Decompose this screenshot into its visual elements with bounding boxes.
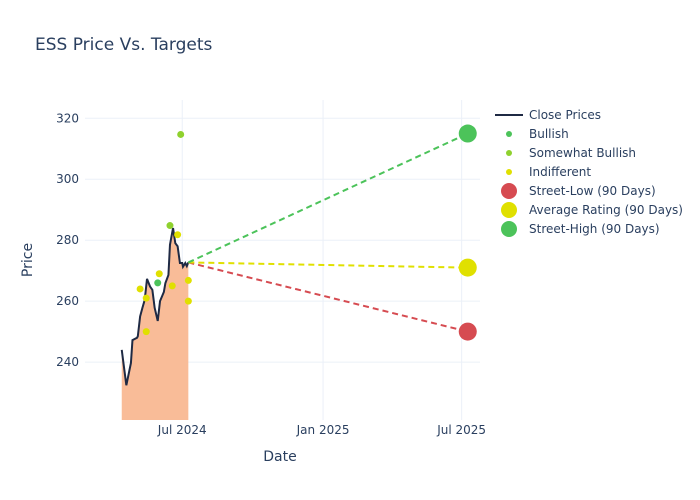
chart-title: ESS Price Vs. Targets <box>35 35 212 55</box>
rating-point <box>136 285 144 293</box>
rating-point <box>177 130 185 138</box>
legend-label: Street-High (90 Days) <box>529 222 660 236</box>
target-marker <box>458 124 477 143</box>
legend-label: Bullish <box>529 127 569 141</box>
y-tick-label: 240 <box>56 355 79 369</box>
x-tick-label: Jul 2025 <box>436 423 486 437</box>
y-tick-label: 260 <box>56 294 79 308</box>
legend-label: Average Rating (90 Days) <box>529 203 683 217</box>
x-tick-label: Jul 2024 <box>157 423 207 437</box>
rating-point <box>174 231 182 239</box>
y-axis-label: Price <box>20 243 36 277</box>
rating-point <box>154 279 162 287</box>
legend-marker-icon <box>501 202 517 218</box>
rating-point <box>184 297 192 305</box>
target-line <box>188 261 468 333</box>
rating-point <box>155 270 163 278</box>
rating-point <box>166 222 174 230</box>
close-price-line <box>120 227 190 386</box>
y-tick-label: 320 <box>56 111 79 125</box>
legend-dot-icon <box>506 150 512 156</box>
x-tick-label: Jan 2025 <box>296 423 350 437</box>
legend-label: Close Prices <box>529 108 601 122</box>
target-line <box>188 261 468 269</box>
legend-label: Somewhat Bullish <box>529 146 636 160</box>
close-price-area <box>121 228 189 420</box>
rating-point <box>184 276 192 284</box>
legend-dot-icon <box>506 131 512 137</box>
rating-point <box>142 328 150 336</box>
legend-marker-icon <box>501 221 517 237</box>
legend-label: Indifferent <box>529 165 591 179</box>
target-marker <box>458 258 477 277</box>
legend-label: Street-Low (90 Days) <box>529 184 656 198</box>
y-tick-label: 300 <box>56 172 79 186</box>
rating-point <box>142 294 150 302</box>
target-marker <box>458 322 477 341</box>
y-tick-label: 280 <box>56 233 79 247</box>
target-line <box>187 132 469 264</box>
legend-dot-icon <box>506 169 512 175</box>
rating-point <box>168 282 176 290</box>
legend-marker-icon <box>501 183 517 199</box>
x-axis-label: Date <box>263 449 296 465</box>
